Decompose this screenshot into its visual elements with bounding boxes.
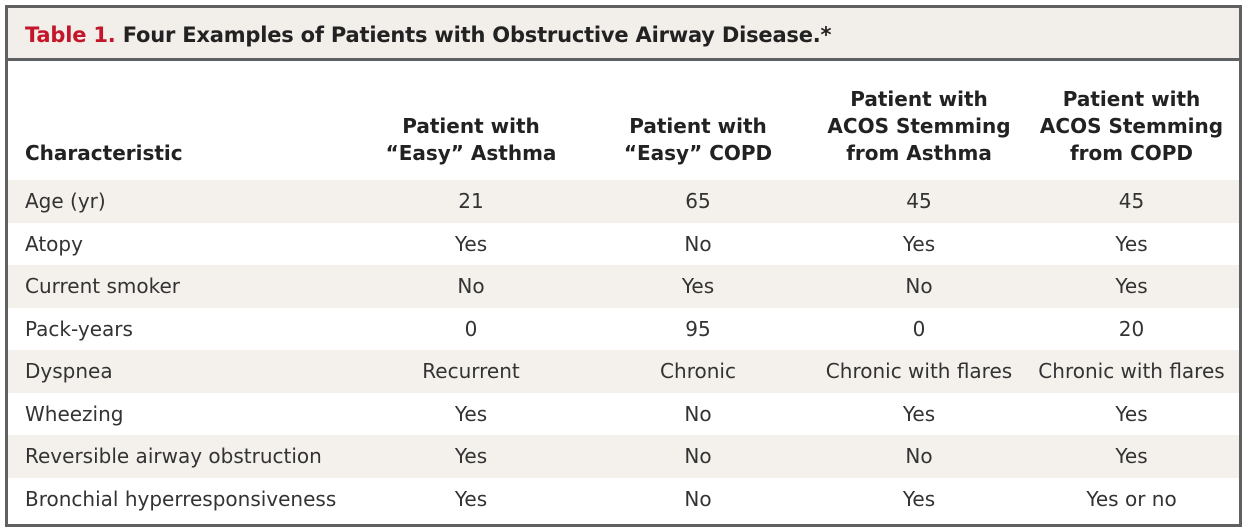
table-row: Atopy Yes No Yes Yes [8,223,1239,266]
row-label: Dyspnea [8,350,360,393]
table-cell: No [582,435,814,478]
header-line: from COPD [1069,141,1194,165]
table-cell: Yes [582,265,814,308]
table-cell: 21 [360,180,582,223]
table-cell: 45 [814,180,1024,223]
table-cell: Yes [360,435,582,478]
header-line: Patient with [629,114,767,138]
table-frame: Table 1. Four Examples of Patients with … [5,5,1242,527]
table-cell: Chronic with flares [814,350,1024,393]
table-cell: No [360,265,582,308]
table-cell: No [684,401,712,426]
table-cell: Recurrent [360,350,582,393]
header-line: ACOS Stemming [1039,114,1224,138]
table-cell: No [684,486,712,511]
table-row: Current smoker No Yes No Yes [8,265,1239,308]
table-cell: 65 [582,180,814,223]
table-cell: Yes [1024,435,1239,478]
header-line: “Easy” COPD [623,141,773,165]
row-label: Atopy [25,231,83,256]
table-title-bar: Table 1. Four Examples of Patients with … [8,8,1239,61]
row-label: Wheezing [25,401,124,426]
row-label: Bronchial hyperresponsiveness [25,486,337,511]
header-line: Characteristic [25,141,183,165]
table-cell: No [684,231,712,256]
table-cell: 20 [1118,316,1145,341]
table-cell: Yes [902,486,936,511]
table-cell: 0 [464,316,478,341]
row-label: Reversible airway obstruction [8,435,360,478]
table-caption: Four Examples of Patients with Obstructi… [122,23,832,47]
data-table: Characteristic Patient with “Easy” Asthm… [8,78,1239,520]
table-cell: Chronic [582,350,814,393]
table-cell: 0 [912,316,926,341]
row-label: Age (yr) [8,180,360,223]
header-line: Patient with [1062,87,1201,111]
header-line: Patient with [850,87,988,111]
table-label: Table 1. [25,23,116,47]
header-easy-copd: Patient with “Easy” COPD [582,78,814,180]
table-cell: No [814,435,1024,478]
table-cell: Yes or no [1086,486,1177,511]
table-row: Wheezing Yes No Yes Yes [8,393,1239,436]
table-cell: Yes [902,231,936,256]
table-row: Dyspnea Recurrent Chronic Chronic with f… [8,350,1239,393]
table-cell: 45 [1024,180,1239,223]
header-line: Patient with [402,114,540,138]
header-acos-asthma: Patient with ACOS Stemming from Asthma [814,78,1024,180]
table-cell: 95 [685,316,711,341]
table-row: Reversible airway obstruction Yes No No … [8,435,1239,478]
header-easy-asthma: Patient with “Easy” Asthma [360,78,582,180]
header-line: “Easy” Asthma [385,141,557,165]
header-acos-copd: Patient with ACOS Stemming from COPD [1024,78,1239,180]
table-title: Table 1. Four Examples of Patients with … [25,23,832,47]
table-cell: Yes [1115,401,1148,426]
table-row: Age (yr) 21 65 45 45 [8,180,1239,223]
table-cell: No [814,265,1024,308]
table-cell: Yes [902,401,936,426]
table-row: Pack-years 0 95 0 20 [8,308,1239,351]
table-cell: Yes [1024,265,1239,308]
table-cell: Yes [454,486,488,511]
header-line: ACOS Stemming [827,114,1011,138]
table-cell: Yes [454,231,488,256]
header-characteristic: Characteristic [8,78,360,180]
table-row: Bronchial hyperresponsiveness Yes No Yes… [8,478,1239,521]
row-label: Current smoker [8,265,360,308]
table-cell: Chronic with flares [1024,350,1239,393]
header-row: Characteristic Patient with “Easy” Asthm… [8,78,1239,180]
table-cell: Yes [1115,231,1148,256]
header-line: from Asthma [846,141,992,165]
table-cell: Yes [454,401,488,426]
row-label: Pack-years [25,316,133,341]
